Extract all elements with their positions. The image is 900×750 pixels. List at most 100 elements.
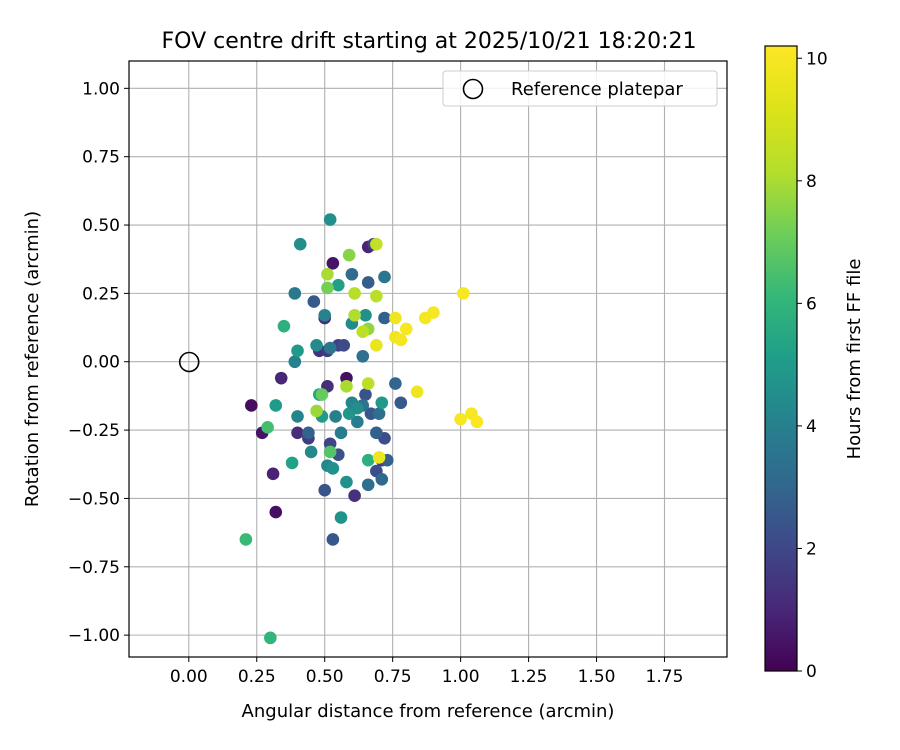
scatter-point [342, 248, 356, 262]
scatter-point [470, 415, 484, 429]
scatter-point [304, 445, 318, 459]
x-tick-label: 1.25 [510, 667, 548, 687]
x-axis-ticks: 0.00 0.25 0.50 0.75 1.00 1.25 1.50 1.75 [170, 657, 684, 687]
colorbar-label: Hours from first FF file [844, 259, 865, 460]
scatter-point [356, 349, 370, 363]
scatter-point [269, 505, 283, 519]
scatter-point [359, 388, 372, 401]
scatter-point [285, 456, 299, 470]
scatter-point [359, 308, 372, 322]
scatter-point [378, 311, 391, 325]
colorbar-tick-label: 0 [806, 662, 817, 682]
scatter-point [394, 333, 408, 347]
colorbar-frame [764, 45, 798, 672]
scatter-point [361, 377, 375, 390]
colorbar-tick-label: 6 [806, 294, 817, 314]
scatter-point [372, 407, 386, 420]
reference-marker [178, 351, 200, 373]
scatter-point [399, 322, 413, 336]
legend-marker-icon [462, 78, 484, 100]
y-tick-label: −0.25 [68, 421, 120, 441]
scatter-point [277, 319, 291, 333]
scatter-point [269, 399, 283, 412]
colorbar-tick-label: 4 [806, 417, 817, 437]
scatter-point [321, 267, 334, 281]
scatter-point [361, 453, 375, 467]
scatter-point [293, 237, 307, 251]
colorbar-gradient [765, 46, 797, 671]
scatter-point [323, 213, 337, 226]
y-axis-ticks: −1.00 −0.75 −0.50 −0.25 0.00 0.25 0.50 0.75 1.00 [68, 79, 129, 646]
scatter-point [318, 308, 332, 322]
scatter-point [348, 489, 361, 502]
scatter-point [457, 287, 470, 300]
scatter-point [326, 533, 340, 546]
scatter-point [307, 295, 321, 308]
x-tick-label: 0.75 [374, 667, 412, 687]
x-tick-label: 1.50 [578, 667, 616, 687]
scatter-point [310, 339, 323, 352]
scatter-point [370, 339, 383, 352]
scatter-point [356, 325, 370, 338]
y-tick-label: −0.75 [68, 558, 120, 578]
scatter-point [427, 306, 440, 319]
scatter-point [302, 426, 315, 440]
scatter-point [239, 533, 253, 546]
scatter-point [264, 631, 277, 645]
scatter-point [348, 308, 361, 322]
scatter-point [332, 278, 345, 292]
scatter-point [372, 451, 386, 464]
scatter-point [266, 467, 280, 481]
scatter-point [291, 344, 304, 358]
scatter-point [310, 404, 323, 418]
grid-lines [129, 61, 727, 657]
scatter-point [389, 311, 402, 325]
y-tick-label: −0.50 [68, 489, 120, 509]
colorbar-tick-label: 8 [806, 172, 817, 192]
y-tick-label: 0.75 [82, 148, 120, 168]
legend-label: Reference platepar [511, 79, 683, 100]
y-tick-label: 0.25 [82, 284, 120, 304]
scatter-point [291, 410, 304, 423]
scatter-point [375, 472, 389, 486]
scatter-point [329, 410, 342, 423]
scatter-point [323, 341, 337, 355]
scatter-point [337, 339, 351, 352]
plot-frame [128, 60, 728, 658]
scatter-point [321, 281, 334, 295]
y-tick-label: −1.00 [68, 626, 120, 646]
scatter-point [340, 475, 353, 489]
scatter-point [454, 412, 467, 426]
scatter-point [361, 276, 375, 289]
scatter-point [345, 267, 359, 281]
x-axis-label: Angular distance from reference (arcmin) [242, 701, 615, 722]
scatter-point [370, 237, 383, 251]
scatter-point [288, 355, 302, 369]
scatter-point [245, 399, 258, 412]
x-tick-label: 0.50 [306, 667, 344, 687]
scatter-point [351, 415, 364, 429]
scatter-point [318, 483, 332, 497]
scatter-point [410, 385, 424, 399]
scatter-point [370, 289, 383, 303]
legend-box [442, 70, 718, 107]
scatter-point [288, 287, 302, 300]
data-points [239, 213, 484, 645]
scatter-point [274, 371, 288, 385]
scatter-point [326, 257, 340, 270]
colorbar-tick-label: 2 [806, 539, 817, 559]
scatter-point [361, 478, 375, 492]
scatter-point [389, 377, 402, 390]
scatter-point [370, 426, 383, 440]
x-tick-label: 1.75 [646, 667, 684, 687]
scatter-point [351, 401, 364, 415]
scatter-point [326, 462, 340, 475]
y-tick-label: 0.50 [82, 216, 120, 236]
scatter-point [315, 388, 329, 401]
scatter-point [334, 426, 348, 440]
scatter-point [378, 270, 391, 284]
y-axis-label: Rotation from reference (arcmin) [22, 211, 43, 507]
colorbar-tick-label: 10 [806, 49, 828, 69]
colorbar-ticks: 0 2 4 6 8 10 [797, 49, 828, 682]
scatter-point [291, 426, 304, 440]
